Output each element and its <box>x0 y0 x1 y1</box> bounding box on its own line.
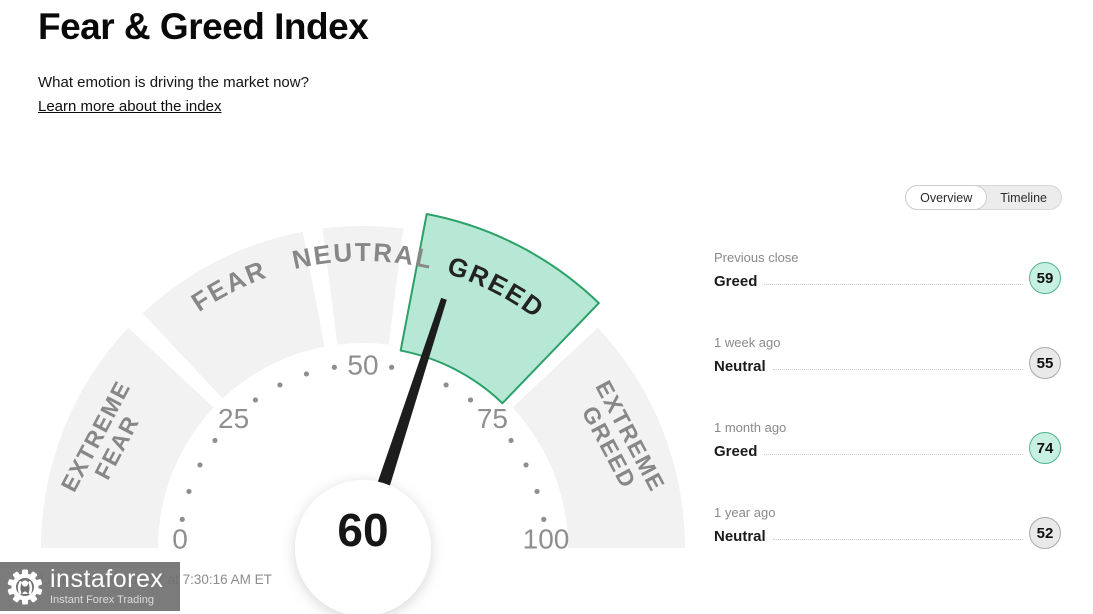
gauge-tick-dot <box>508 437 514 444</box>
history-value-badge: 55 <box>1029 347 1061 379</box>
gauge-tick-number: 100 <box>523 524 570 555</box>
gauge-tick-dot <box>252 397 259 403</box>
tab-overview[interactable]: Overview <box>905 185 988 210</box>
gauge-segment-active <box>399 213 600 405</box>
history-label: Neutral <box>714 357 766 375</box>
instaforex-watermark: instaforex Instant Forex Trading <box>0 562 180 611</box>
history-period: 1 week ago <box>714 335 781 350</box>
gauge-tick-dot <box>277 382 283 388</box>
gauge-tick-dot <box>541 516 547 522</box>
gauge-tick-dot <box>443 382 449 388</box>
history-value-badge: 74 <box>1029 432 1061 464</box>
dotted-leader <box>772 538 1023 540</box>
gauge-needle <box>364 297 447 524</box>
gauge-tick-dot <box>179 516 185 522</box>
gauge-tick-number: 25 <box>218 403 249 434</box>
history-row: 1 month ago Greed 74 <box>714 420 1061 464</box>
gauge-tick-dot <box>534 488 540 495</box>
gauge-tick-dot <box>186 488 192 495</box>
history-row: 1 year ago Neutral 52 <box>714 505 1061 549</box>
history-period: Previous close <box>714 250 799 265</box>
page-header: Fear & Greed Index What emotion is drivi… <box>38 6 369 116</box>
history-period: 1 month ago <box>714 420 787 435</box>
history-label: Greed <box>714 442 758 460</box>
gauge-tick-number: 0 <box>172 524 188 555</box>
history-panel: Previous close Greed 59 1 week ago Neutr… <box>714 250 1061 590</box>
history-row: Previous close Greed 59 <box>714 250 1061 294</box>
gauge-tick-number: 50 <box>347 350 378 381</box>
gauge-tick-dot <box>523 462 529 468</box>
gauge-center-disc <box>295 480 431 614</box>
page-title: Fear & Greed Index <box>38 6 369 47</box>
gauge-segment <box>41 327 214 548</box>
view-toggle: Overview Timeline <box>905 185 1062 210</box>
gauge-tick-dot <box>197 462 203 468</box>
gauge-tick-dot <box>389 364 395 370</box>
gauge-tick-dot <box>303 371 310 377</box>
history-row: 1 week ago Neutral 55 <box>714 335 1061 379</box>
watermark-name: instaforex <box>50 565 164 593</box>
history-period: 1 year ago <box>714 505 776 520</box>
gear-icon <box>7 569 43 604</box>
history-label: Greed <box>714 272 758 290</box>
history-label: Neutral <box>714 527 766 545</box>
history-value-badge: 59 <box>1029 262 1061 294</box>
page-subtitle: What emotion is driving the market now? <box>38 74 309 91</box>
watermark-tagline: Instant Forex Trading <box>50 594 154 606</box>
gauge-current-value: 60 <box>337 504 388 556</box>
learn-more-link[interactable]: Learn more about the index <box>38 98 222 115</box>
gauge-tick-dot <box>467 397 474 403</box>
gauge-tick-dot <box>212 437 218 444</box>
dotted-leader <box>764 453 1023 455</box>
dotted-leader <box>764 283 1023 285</box>
tab-timeline[interactable]: Timeline <box>1000 190 1047 205</box>
gauge-segment <box>322 226 404 345</box>
gauge-tick-dot <box>331 364 337 370</box>
dotted-leader <box>772 368 1023 370</box>
gauge-segment <box>142 231 325 399</box>
gauge-tick-number: 75 <box>477 403 508 434</box>
gauge-segment <box>512 327 685 548</box>
history-value-badge: 52 <box>1029 517 1061 549</box>
